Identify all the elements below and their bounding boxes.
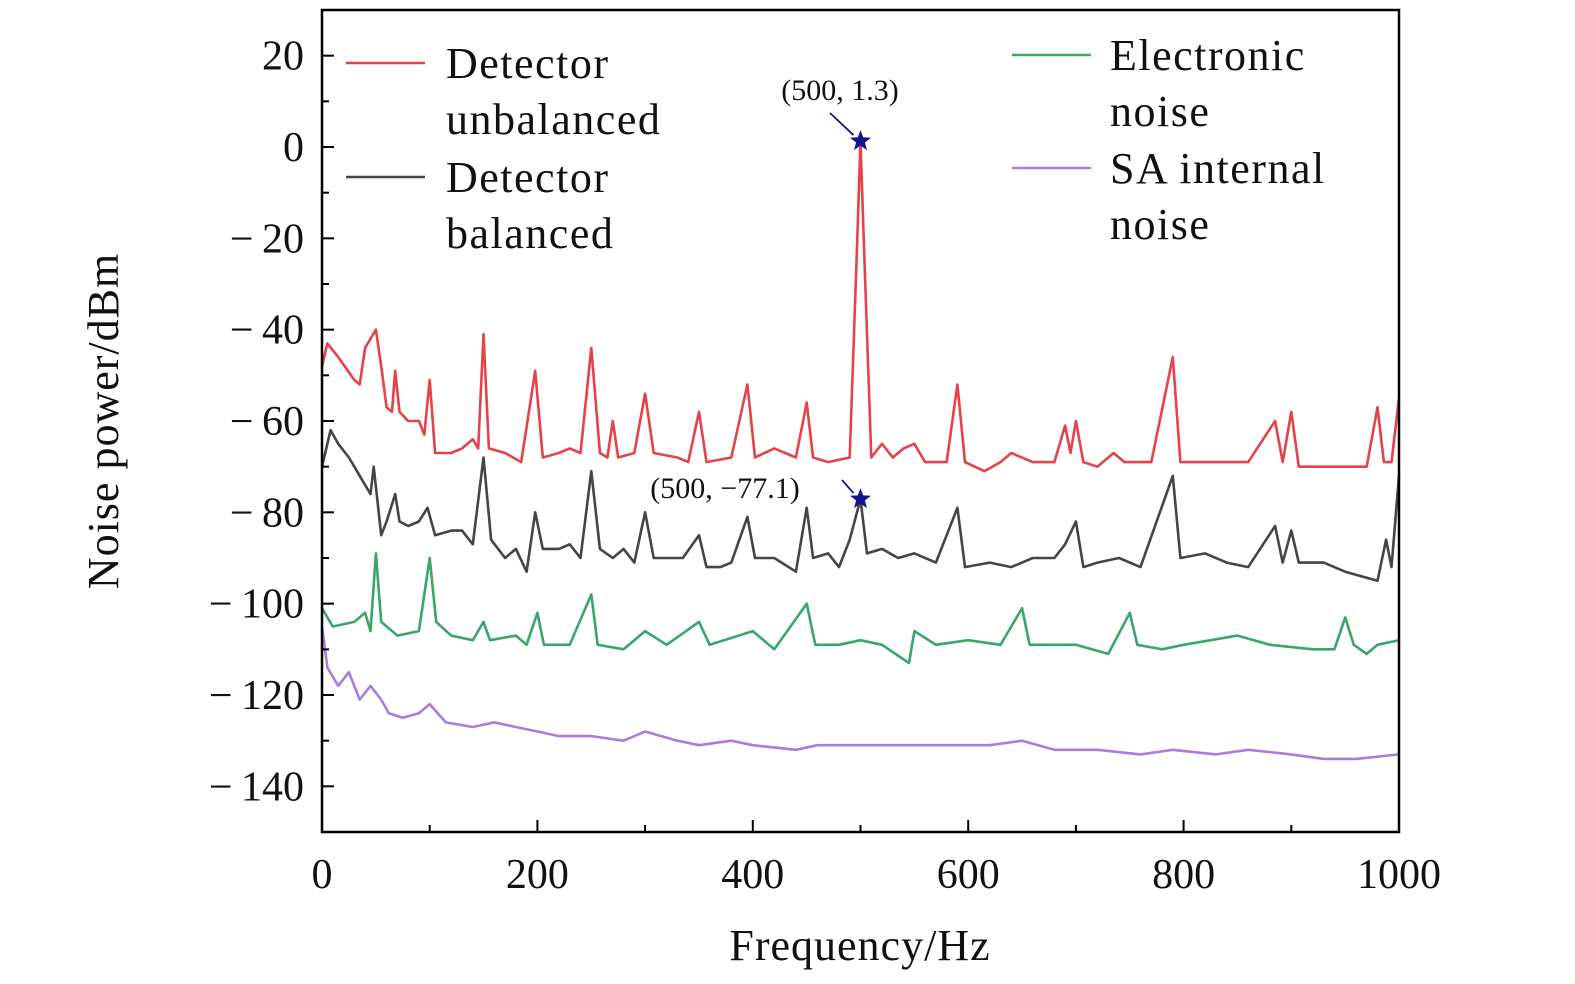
- annotation-arrow: [841, 479, 855, 494]
- series-line-0: [320, 139, 1401, 473]
- y-axis-label: Noise power/dBm: [79, 253, 128, 589]
- x-tick-label: 200: [506, 852, 569, 898]
- x-tick-label: 400: [721, 852, 784, 898]
- y-tick-label: − 80: [230, 490, 304, 536]
- legend-label-3: SA internal: [1110, 144, 1326, 193]
- x-tick-label: 600: [937, 852, 1000, 898]
- x-tick-label: 0: [312, 852, 333, 898]
- series-line-3: [320, 626, 1400, 761]
- series-line-1: [320, 428, 1401, 583]
- annotation-label: (500, 1.3): [781, 74, 898, 107]
- annotation-arrow: [829, 112, 855, 136]
- legend: Detector unbalanced Detector balanced Electr…: [346, 31, 1326, 258]
- y-tick-label: 20: [262, 34, 304, 80]
- legend-label-1: Detector: [446, 153, 609, 202]
- y-tick-label: − 40: [230, 308, 304, 354]
- x-tick-label: 1000: [1357, 852, 1441, 898]
- y-tick-label: − 100: [209, 582, 304, 628]
- legend-label-0: Detector: [446, 39, 609, 88]
- y-tick-label: − 140: [209, 764, 304, 810]
- x-tick-label: 800: [1152, 852, 1215, 898]
- y-tick-label: − 120: [209, 673, 304, 719]
- star-marker: [850, 488, 871, 508]
- annotations: (500, 1.3) (500, −77.1): [650, 74, 899, 508]
- series-line-2: [320, 552, 1400, 665]
- y-tick-label: − 20: [230, 216, 304, 262]
- annotation-label: (500, −77.1): [650, 472, 799, 505]
- legend-label-1: balanced: [446, 209, 614, 258]
- series-layer: [320, 139, 1401, 761]
- legend-label-2: Electronic: [1110, 31, 1306, 80]
- star-marker: [850, 130, 871, 150]
- legend-label-3: noise: [1110, 200, 1210, 249]
- legend-label-2: noise: [1110, 87, 1210, 136]
- y-tick-label: 0: [283, 125, 304, 171]
- legend-label-0: unbalanced: [446, 95, 661, 144]
- x-axis-label: Frequency/Hz: [729, 921, 990, 970]
- y-tick-label: − 60: [230, 399, 304, 445]
